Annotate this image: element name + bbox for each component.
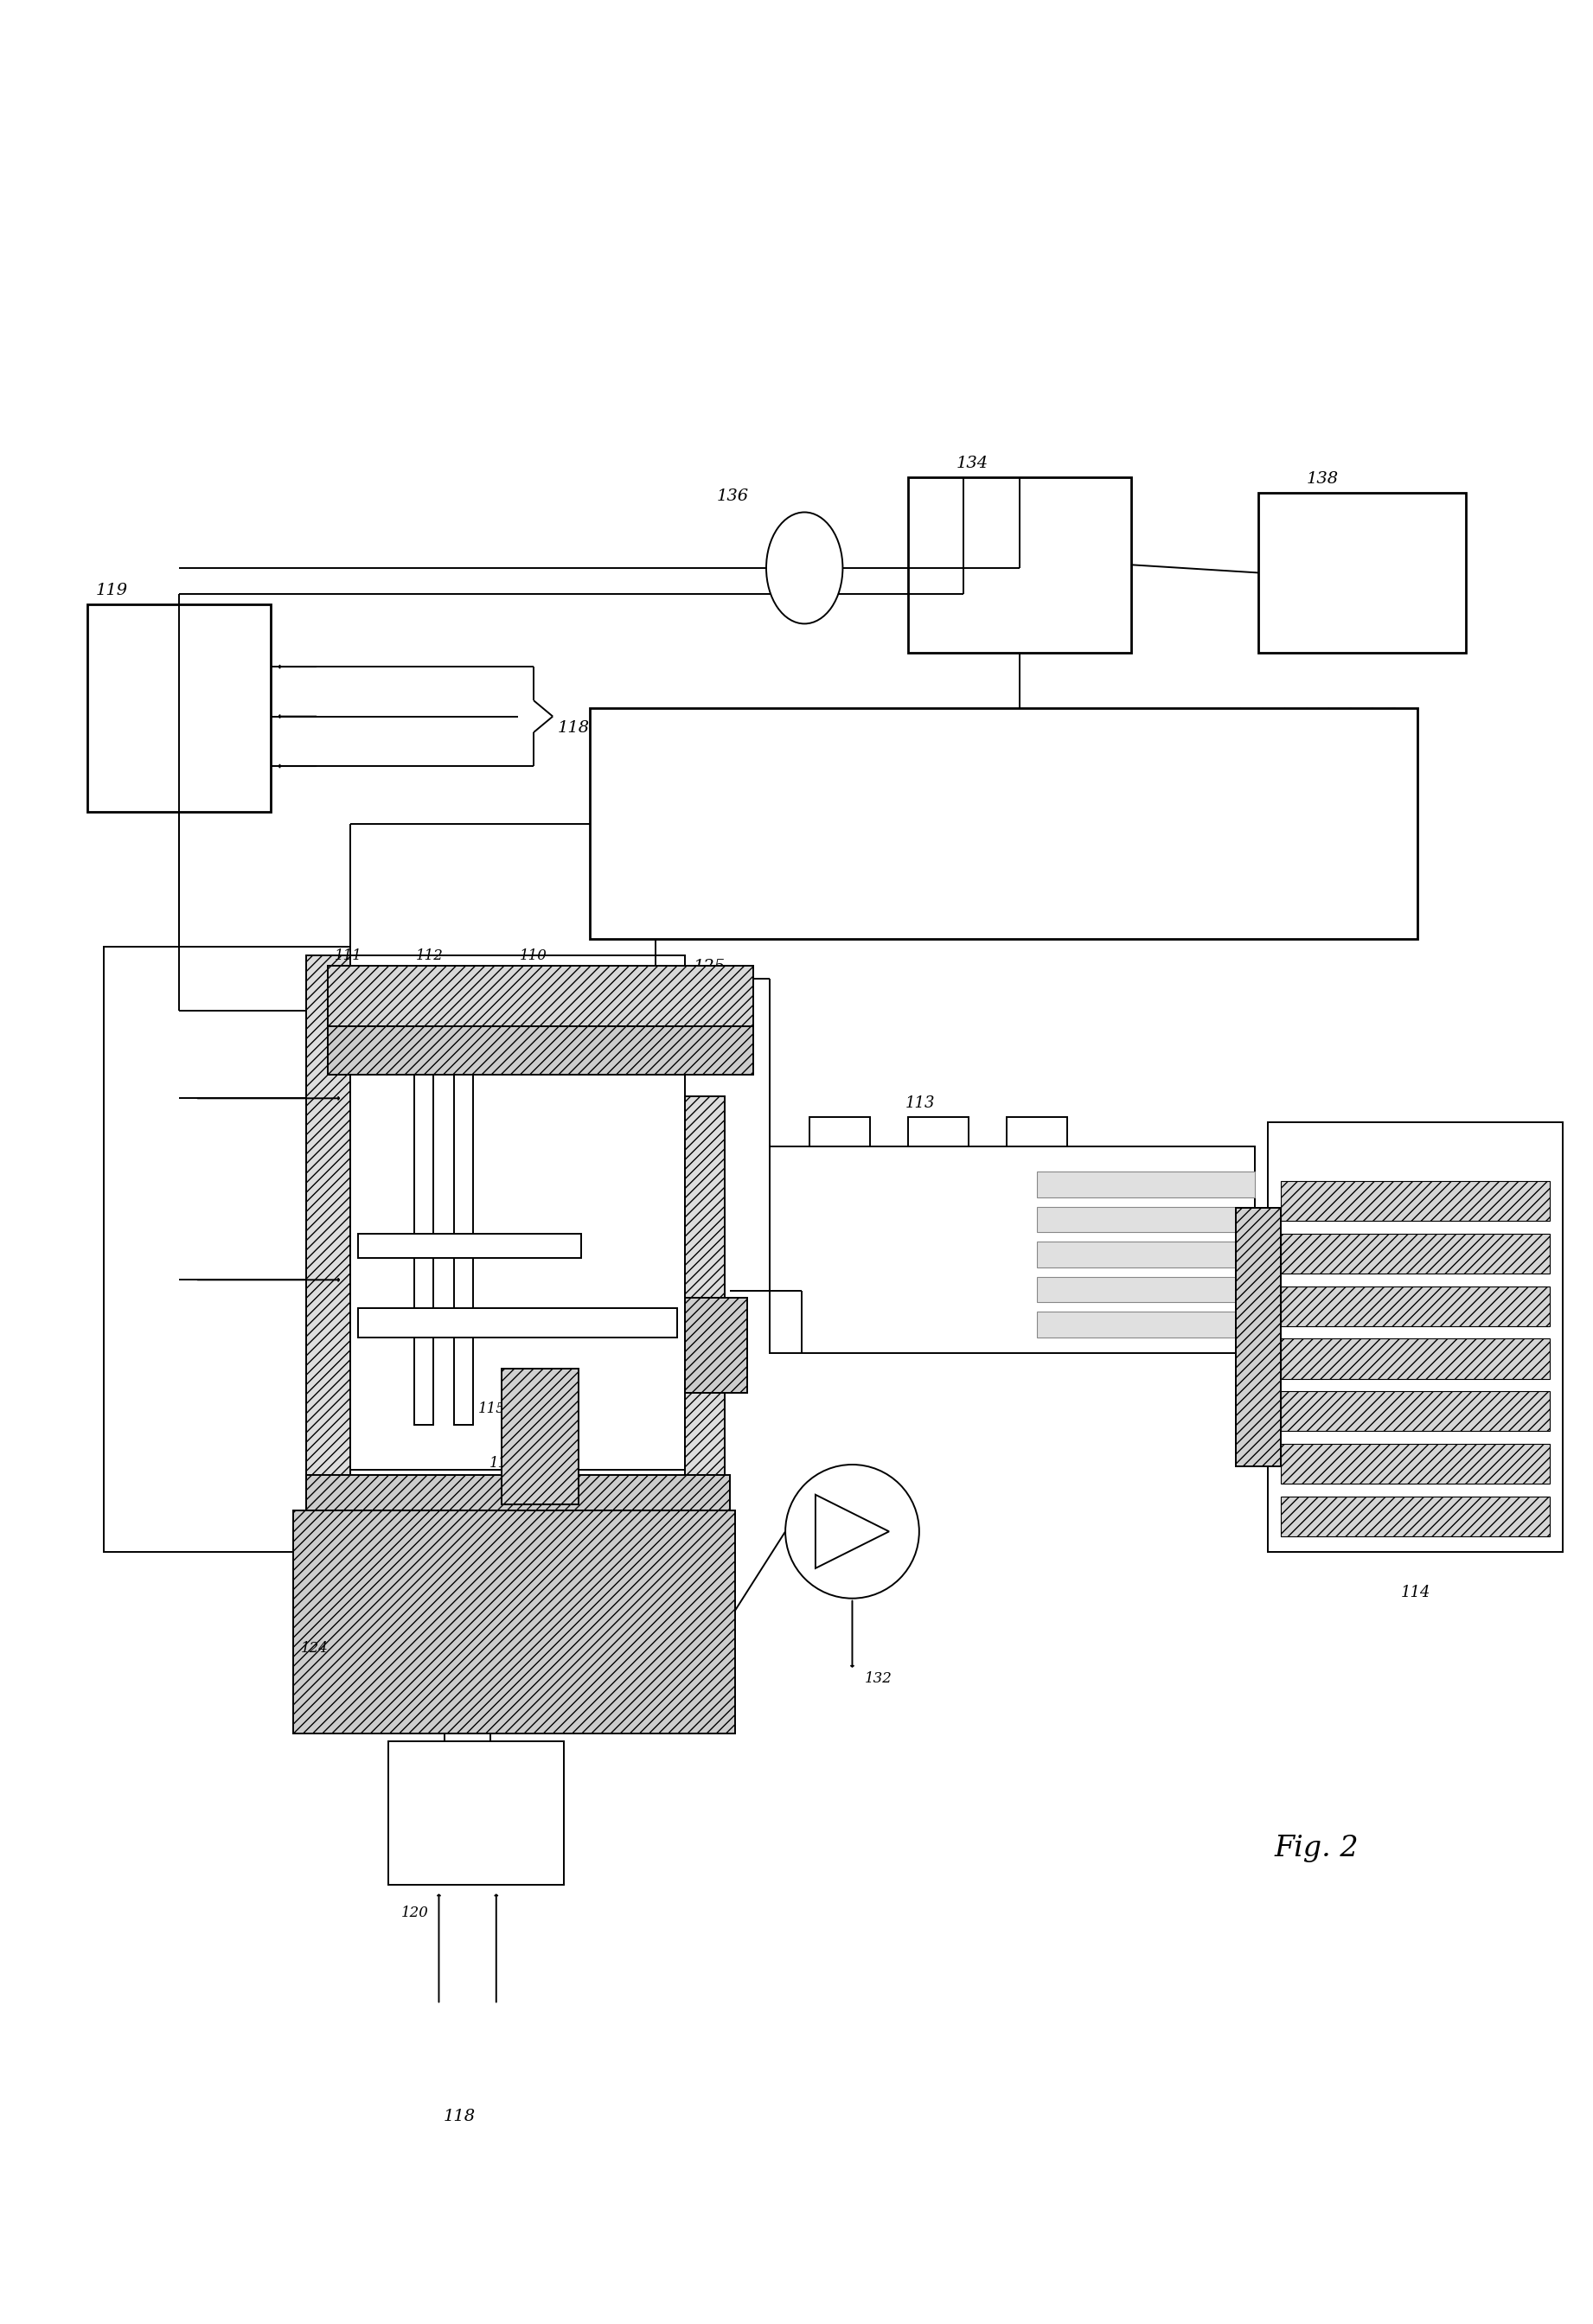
Bar [1281, 1181, 1550, 1220]
Text: 136: 136 [717, 488, 749, 504]
Bar [769, 1146, 1255, 1353]
Bar [1281, 1339, 1550, 1378]
Bar [1281, 1285, 1550, 1327]
Text: 124: 124 [301, 1641, 328, 1655]
Bar [293, 1511, 734, 1734]
Bar [1037, 1171, 1255, 1197]
Text: 118: 118 [443, 2108, 476, 2124]
Bar [414, 1074, 433, 1425]
Text: 119: 119 [96, 583, 127, 597]
Bar [1281, 1443, 1550, 1483]
Text: 110: 110 [519, 948, 546, 962]
Bar [685, 1297, 747, 1392]
Text: 138: 138 [1306, 472, 1338, 486]
Bar [1258, 493, 1466, 653]
Bar [454, 1074, 473, 1425]
Bar [1268, 1122, 1563, 1552]
Text: 118: 118 [558, 720, 589, 734]
Bar [306, 955, 350, 1511]
Text: 111: 111 [335, 948, 362, 962]
Bar [328, 1027, 753, 1074]
Text: 125: 125 [693, 957, 725, 974]
Bar [358, 1308, 677, 1336]
Bar [306, 1476, 730, 1511]
Text: 114: 114 [1400, 1585, 1431, 1599]
Text: 134: 134 [956, 456, 988, 472]
Bar [1037, 1206, 1255, 1232]
Bar [1281, 1392, 1550, 1432]
Text: 120: 120 [401, 1906, 429, 1920]
Bar [1281, 1234, 1550, 1274]
Bar [908, 476, 1131, 653]
Bar [685, 1097, 725, 1511]
Bar [328, 967, 753, 1027]
Text: 132: 132 [865, 1671, 892, 1685]
Bar [88, 604, 271, 811]
Text: 117: 117 [489, 1455, 516, 1471]
Bar [1007, 1118, 1067, 1146]
Text: 112: 112 [416, 948, 443, 962]
Bar [350, 955, 685, 1469]
Bar [1037, 1241, 1255, 1267]
Ellipse shape [766, 511, 843, 623]
Text: Fig. 2: Fig. 2 [1274, 1836, 1359, 1864]
Bar [908, 1118, 969, 1146]
Bar [809, 1118, 870, 1146]
Bar [1236, 1208, 1281, 1466]
Bar [358, 1234, 581, 1257]
Bar [389, 1741, 564, 1885]
Bar [1281, 1497, 1550, 1536]
Bar [589, 709, 1418, 939]
Bar [1037, 1276, 1255, 1301]
Text: 113: 113 [905, 1095, 935, 1111]
Bar [1037, 1311, 1255, 1336]
Text: 115: 115 [478, 1401, 505, 1415]
Bar [104, 946, 350, 1552]
Bar [502, 1369, 578, 1504]
